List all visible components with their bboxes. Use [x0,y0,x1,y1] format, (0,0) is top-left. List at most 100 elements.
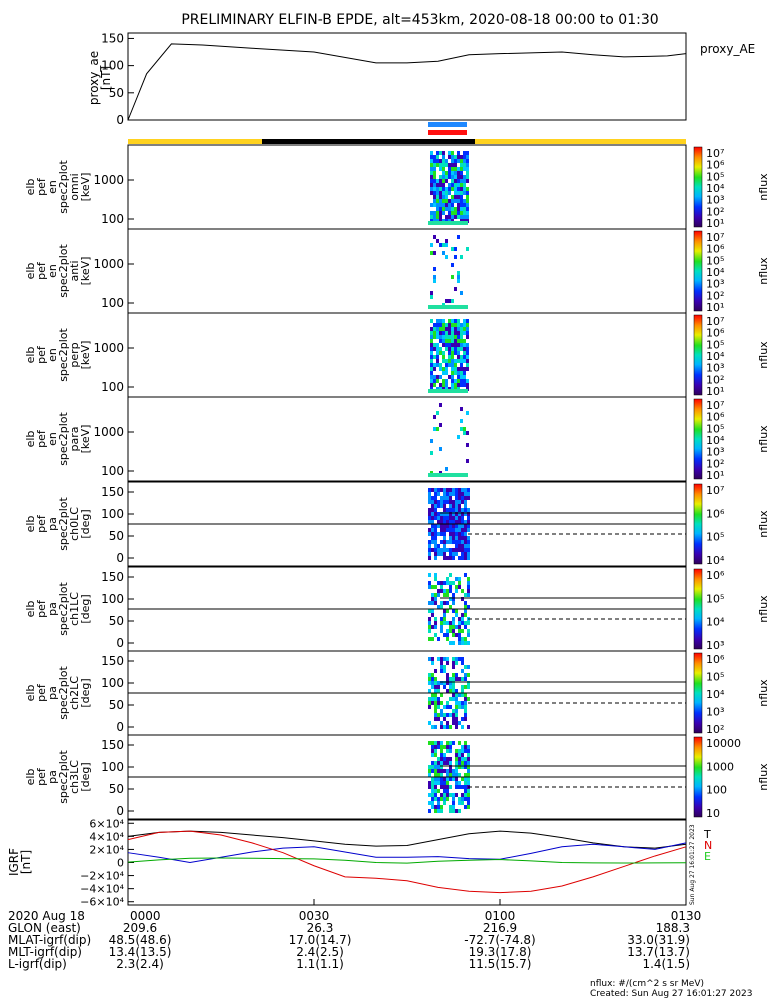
spectrogram-cell [460,199,463,203]
spectrogram-cell [431,701,434,705]
colorbar-tick-label: 10¹ [706,469,724,482]
spectrogram-cell [449,605,452,609]
spectrogram-cell [455,781,458,785]
spectrogram-cell [457,171,460,175]
spectrogram-cell [442,351,445,355]
spectrogram-cell [452,516,455,520]
spectrogram-cell [461,757,464,761]
spectrogram-cell [458,705,461,709]
spectrogram-cell [467,524,470,528]
spectrogram-cell [460,195,463,199]
spectrogram-cell [449,552,452,556]
spectrogram-cell [455,793,458,797]
spectrogram-cell [457,339,460,343]
spectrogram-cell [467,536,470,540]
spectrogram-cell [461,705,464,709]
spectrogram-cell [449,677,452,681]
spectrogram-cell [451,195,454,199]
spectrogram-cell [454,287,457,291]
spectrogram-cell [448,155,451,159]
panel-ch3LC: 150 100 50 0 elbpefpaspec2plotch3LC[deg] 1000… [24,734,770,820]
spectrogram-cell [461,528,464,532]
spectrogram-cell [464,673,467,677]
spectrogram-cell [461,589,464,593]
spectrogram-cell [443,753,446,757]
spectrogram-cell [461,637,464,641]
ytick-label: 1000 [93,425,124,439]
spectrogram-cell [442,367,445,371]
spectrogram-cell [449,589,452,593]
spectrogram-cell [452,621,455,625]
spectrogram-cell [433,199,436,203]
panel-ylabel: elbpefpaspec2plotch1LC[deg] [24,582,92,636]
spectrogram-cell [467,585,470,589]
spectrogram-cell [440,512,443,516]
spectrogram-cell [451,179,454,183]
spectrogram-cell [443,516,446,520]
spectrogram-cell [454,383,457,387]
date-label: 2020 Aug 18 [8,909,85,923]
spectrogram-cell [452,556,455,560]
spectrogram-cell [463,187,466,191]
spectrogram-cell [467,577,470,581]
spectrogram-cell [445,199,448,203]
spectrogram-cell [452,520,455,524]
spectrogram-cell [439,323,442,327]
spectrogram-cell [460,183,463,187]
spectrogram-cell [440,488,443,492]
spectrogram-cell [448,331,451,335]
spectrogram-cell [464,749,467,753]
spectrogram-cell [434,500,437,504]
spectrogram-cell [452,685,455,689]
table-cell: 19.3(17.8) [469,945,532,959]
spectrogram-cell [431,597,434,601]
spectrogram-cell [463,323,466,327]
table-cell: 2.4(2.5) [296,945,344,959]
colorbar-tick-label: 10² [706,289,724,302]
spectrogram-cell [439,183,442,187]
spectrogram-cell [440,500,443,504]
panel-para: 1000100elbpefenspec2plotpara[keV]10⁷10⁶1… [24,396,770,482]
spectrogram-cell [458,809,461,813]
colorbar [693,568,703,650]
spectrogram-cell [431,777,434,781]
spectrogram-cell [440,524,443,528]
ytick-label: 50 [109,698,124,712]
colorbar-label: nflux [757,510,770,538]
spectrogram-cell [431,657,434,661]
spectrogram-cell [437,741,440,745]
spectrogram-cell [449,757,452,761]
spectrogram-cell [467,773,470,777]
spectrogram-cell [431,765,434,769]
spectrogram-cell [452,536,455,540]
spectrogram-cell [467,488,470,492]
spectrogram-cell [451,319,454,323]
spectrogram-cell [452,617,455,621]
spectrogram-cell [440,589,443,593]
spectrogram-cell [451,351,454,355]
panel-ylabel: elbpefenspec2plotpara[keV] [24,412,92,466]
panel-frame [127,228,687,314]
table-cell: 216.9 [483,921,517,935]
spectrogram-cell [451,327,454,331]
spectrogram-cell [463,339,466,343]
spectrogram-cell [431,585,434,589]
spectrogram-cell [434,705,437,709]
spectrogram-cell [448,171,451,175]
spectrogram-cell [428,629,431,633]
spectrogram-cell [461,749,464,753]
colorbar [693,314,703,396]
spectrogram-cell [437,488,440,492]
spectrogram-cell [464,765,467,769]
spectrogram-cell [443,785,446,789]
spectrogram-cell [443,609,446,613]
spectrogram-cell [431,637,434,641]
spectrogram-cell [439,163,442,167]
spectrogram-cell [451,187,454,191]
spectrogram-cell [449,793,452,797]
colorbar-tick-label: 10² [706,205,724,218]
spectrogram-cell [430,215,433,219]
spectrogram-cell [443,797,446,801]
colorbar-tick-label: 10⁴ [706,616,725,629]
